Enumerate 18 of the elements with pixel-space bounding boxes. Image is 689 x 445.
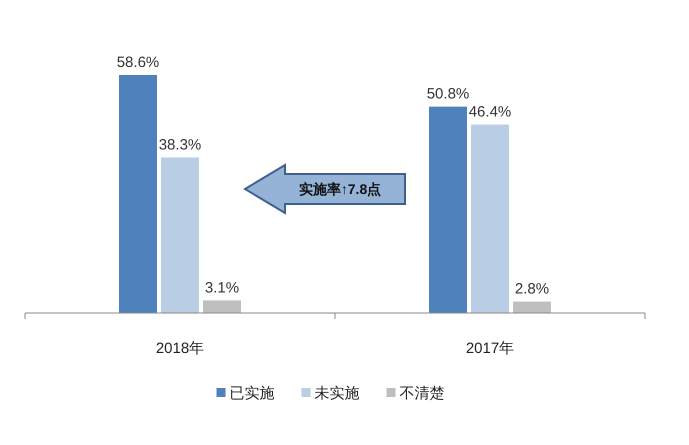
legend-label: 已实施 (230, 385, 274, 402)
data-label: 38.3% (158, 136, 202, 154)
bar (161, 157, 199, 313)
data-label: 58.6% (116, 54, 160, 71)
data-label: 2.8% (514, 280, 550, 298)
bar (119, 74, 157, 313)
bar (513, 302, 551, 313)
bar (429, 106, 467, 313)
legend-label: 不清楚 (400, 385, 444, 402)
bar (203, 300, 241, 313)
legend-label: 未实施 (314, 385, 360, 402)
x-tick-label: 2017年 (466, 340, 514, 357)
bar (471, 124, 509, 313)
data-label: 46.4% (468, 104, 512, 121)
data-label: 50.8% (426, 86, 470, 103)
annotation: 实施率↑7.8点 (298, 181, 382, 197)
data-label: 3.1% (204, 279, 240, 296)
x-tick-label: 2018年 (156, 340, 204, 357)
